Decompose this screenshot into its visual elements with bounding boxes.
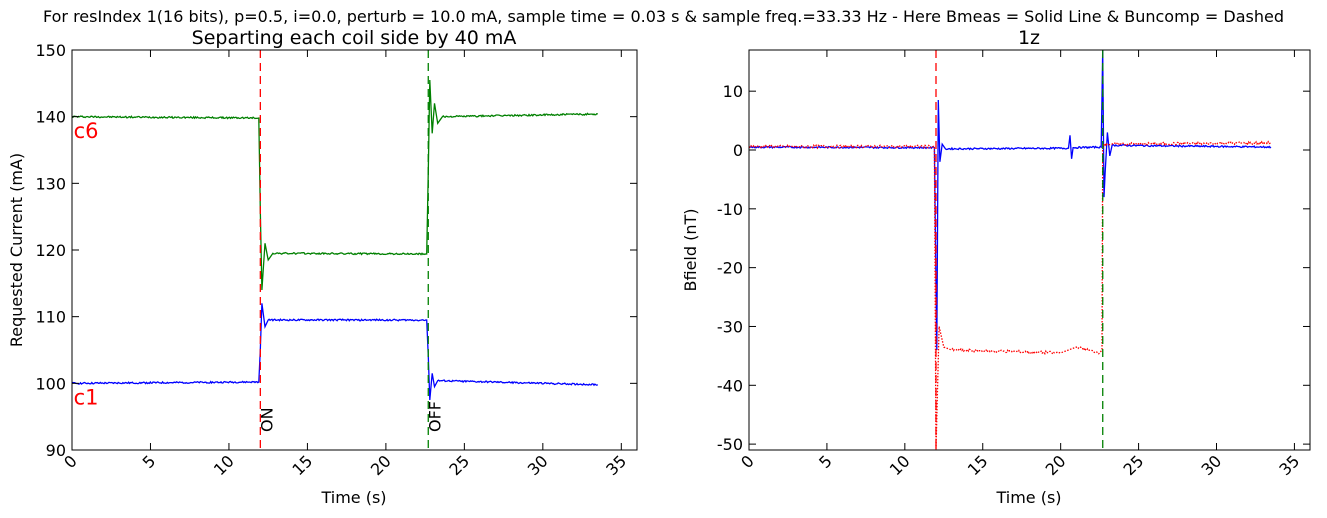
right-plot-ytick-label: -10 <box>717 200 743 219</box>
left-plot-ytick-label: 110 <box>35 308 66 327</box>
right-plot-xtick-label: 0 <box>737 451 758 472</box>
left-plot-ytick-label: 90 <box>46 441 66 460</box>
right-plot-ytick-label: 0 <box>733 141 743 160</box>
left-plot-vline-label-off: OFF <box>425 401 444 432</box>
right-plot-ytick-label: -30 <box>717 317 743 336</box>
right-plot-ylabel: Bfield (nT) <box>681 209 700 292</box>
right-plot-xlabel: Time (s) <box>995 488 1061 507</box>
left-plot-xlabel: Time (s) <box>320 488 386 507</box>
left-plot-xtick-label: 10 <box>210 451 238 479</box>
left-plot-vline-label-on: ON <box>257 407 276 432</box>
right-plot-xtick-label: 5 <box>815 451 836 472</box>
left-plot-series-c6 <box>72 79 598 291</box>
right-plot-ytick-label: -40 <box>717 376 743 395</box>
left-plot-annotation-c6: c6 <box>74 119 99 143</box>
left-plot-ytick-label: 130 <box>35 174 66 193</box>
right-plot: 1z Time (s) Bfield (nT) 0 5 10 15 20 25 30 35 -5… <box>681 27 1311 507</box>
left-plot-title: Separting each coil side by 40 mA <box>192 27 517 49</box>
right-plot-xtick-label: 15 <box>964 451 992 479</box>
left-plot-ytick-label: 140 <box>35 108 66 127</box>
left-plot-ytick-label: 100 <box>35 374 66 393</box>
figure-suptitle: For resIndex 1(16 bits), p=0.5, i=0.0, p… <box>42 7 1285 26</box>
left-plot-xtick-label: 30 <box>524 451 552 479</box>
left-plot-frame <box>71 49 638 451</box>
right-plot-xtick-label: 30 <box>1197 451 1225 479</box>
left-plot-ytick-label: 150 <box>35 41 66 60</box>
left-plot-ytick-label: 120 <box>35 241 66 260</box>
left-plot: Separting each coil side by 40 mA Time (… <box>7 27 638 507</box>
right-plot-xtick-label: 25 <box>1120 451 1148 479</box>
left-plot-xtick-label: 20 <box>367 451 395 479</box>
right-plot-ytick-label: -50 <box>717 435 743 454</box>
right-plot-title: 1z <box>1018 27 1040 49</box>
left-plot-ylabel: Requested Current (mA) <box>7 153 26 347</box>
right-plot-xtick-label: 35 <box>1275 451 1303 479</box>
right-plot-ytick-label: 10 <box>723 82 743 101</box>
left-plot-xtick-label: 35 <box>602 451 630 479</box>
left-plot-xtick-label: 25 <box>445 451 473 479</box>
right-plot-series-buncomp <box>749 140 1272 450</box>
right-plot-frame <box>748 49 1311 451</box>
right-plot-series-bmeas <box>749 50 1272 351</box>
left-plot-xtick-label: 5 <box>139 451 160 472</box>
right-plot-xtick-label: 10 <box>886 451 914 479</box>
left-plot-series-c1 <box>72 303 599 401</box>
right-plot-ytick-label: -20 <box>717 259 743 278</box>
right-plot-xtick-label: 20 <box>1042 451 1070 479</box>
left-plot-annotation-c1: c1 <box>74 386 99 410</box>
left-plot-xtick-label: 15 <box>288 451 316 479</box>
